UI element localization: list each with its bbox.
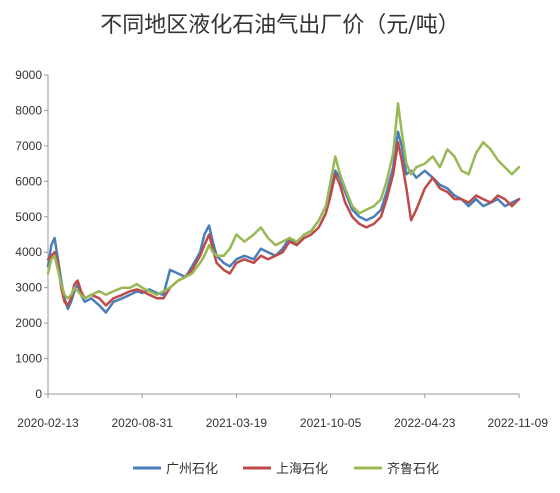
y-tick-label: 5000 [15, 210, 42, 224]
chart-title: 不同地区液化石油气出厂价（元/吨） [100, 13, 459, 38]
series-line-2 [46, 141, 521, 307]
legend-label: 广州石化 [166, 462, 218, 477]
x-axis: 2020-02-13 2020-08-31 2021-03-19 2021-10-05… [17, 393, 549, 430]
y-tick-label: 1000 [15, 352, 42, 366]
y-tick-label: 0 [35, 387, 42, 401]
y-axis: 0 1000 2000 3000 4000 5000 6000 7000 8000 9000 [15, 68, 49, 401]
x-tick-label: 2021-03-19 [206, 416, 268, 430]
x-tick-label: 2022-04-23 [394, 416, 456, 430]
series-layer [46, 102, 521, 314]
series-line-1 [46, 130, 521, 314]
x-tick-label: 2021-10-05 [300, 416, 362, 430]
y-tick-label: 7000 [15, 139, 42, 153]
y-tick-label: 2000 [15, 316, 42, 330]
x-tick-label: 2020-08-31 [112, 416, 174, 430]
y-tick-label: 3000 [15, 281, 42, 295]
y-tick-label: 8000 [15, 103, 42, 117]
x-tick-label: 2020-02-13 [17, 416, 79, 430]
series-line-3 [46, 102, 521, 300]
legend-label: 上海石化 [276, 462, 328, 477]
y-tick-label: 6000 [15, 174, 42, 188]
legend: 广州石化 上海石化 齐鲁石化 [133, 461, 439, 477]
x-tick-label: 2022-11-09 [488, 416, 549, 430]
y-tick-label: 4000 [15, 245, 42, 259]
y-tick-label: 9000 [15, 68, 42, 82]
legend-label: 齐鲁石化 [387, 461, 439, 477]
